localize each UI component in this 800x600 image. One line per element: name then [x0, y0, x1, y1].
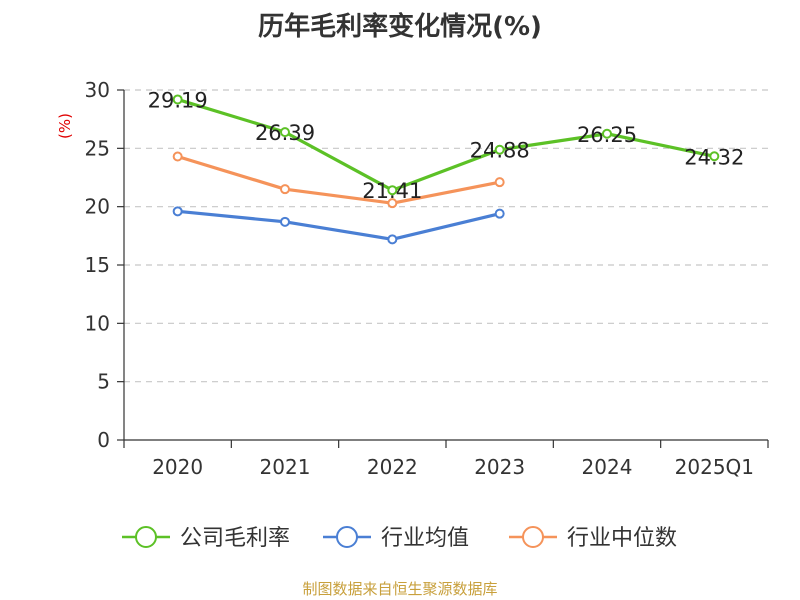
- data-point: [280, 127, 290, 138]
- y-tick-label: 25: [85, 136, 110, 160]
- data-labels: 29.19 26.39 21.41 24.88 26.25 24.32: [148, 88, 745, 203]
- data-label: 26.25: [577, 123, 637, 147]
- x-tick-label: 2022: [367, 455, 418, 479]
- data-point: [280, 216, 290, 227]
- y-tick-label: 30: [85, 78, 110, 102]
- legend-label: 公司毛利率: [180, 526, 290, 551]
- legend-swatch-marker: [522, 526, 544, 548]
- y-tick-label: 0: [97, 428, 110, 452]
- y-tick-label: 15: [85, 253, 110, 277]
- series-lines: [172, 94, 720, 245]
- x-tick-label: 2020: [152, 455, 203, 479]
- data-label: 26.39: [255, 121, 315, 145]
- data-point: [172, 151, 183, 162]
- series-line-1: [177, 97, 715, 192]
- data-source-note: 制图数据来自恒生聚源数据库: [302, 580, 498, 598]
- x-tick-label: 2025Q1: [675, 455, 754, 479]
- y-tick-label: 10: [85, 311, 110, 335]
- x-tick-label: 2023: [474, 455, 525, 479]
- data-point: [709, 151, 720, 162]
- data-point: [494, 208, 505, 219]
- y-axis-label: (%): [56, 113, 74, 139]
- series-line-2: [177, 209, 501, 241]
- chart-title: 历年毛利率变化情况(%): [258, 12, 542, 42]
- legend-label: 行业中位数: [567, 526, 677, 551]
- legend-swatch-marker: [135, 526, 157, 548]
- y-tick-label: 20: [85, 195, 110, 219]
- data-point: [387, 185, 398, 196]
- data-point: [387, 198, 398, 209]
- data-point: [494, 144, 505, 155]
- grid-lines: [124, 89, 768, 383]
- data-point: [172, 206, 183, 217]
- y-tick-labels: 0 5 10 15 20 25 30: [85, 78, 110, 452]
- legend: 公司毛利率 行业均值 行业中位数: [122, 526, 677, 551]
- x-tick-labels: 2020 2021 2022 2023 2024 2025Q1: [152, 455, 754, 479]
- data-point: [494, 177, 505, 188]
- legend-swatch-marker: [336, 526, 358, 548]
- data-point: [387, 234, 398, 245]
- y-tick-label: 5: [97, 370, 110, 394]
- data-label: 24.88: [470, 139, 530, 163]
- legend-label: 行业均值: [381, 526, 469, 551]
- data-label: 24.32: [684, 145, 744, 169]
- x-tick-label: 2024: [582, 455, 633, 479]
- data-point: [172, 94, 183, 105]
- axes: [117, 89, 769, 448]
- data-label: 21.41: [362, 179, 422, 203]
- data-label: 29.19: [148, 88, 208, 112]
- x-tick-label: 2021: [260, 455, 311, 479]
- data-point: [280, 184, 290, 195]
- series-line-3: [177, 154, 500, 205]
- data-point: [602, 128, 612, 139]
